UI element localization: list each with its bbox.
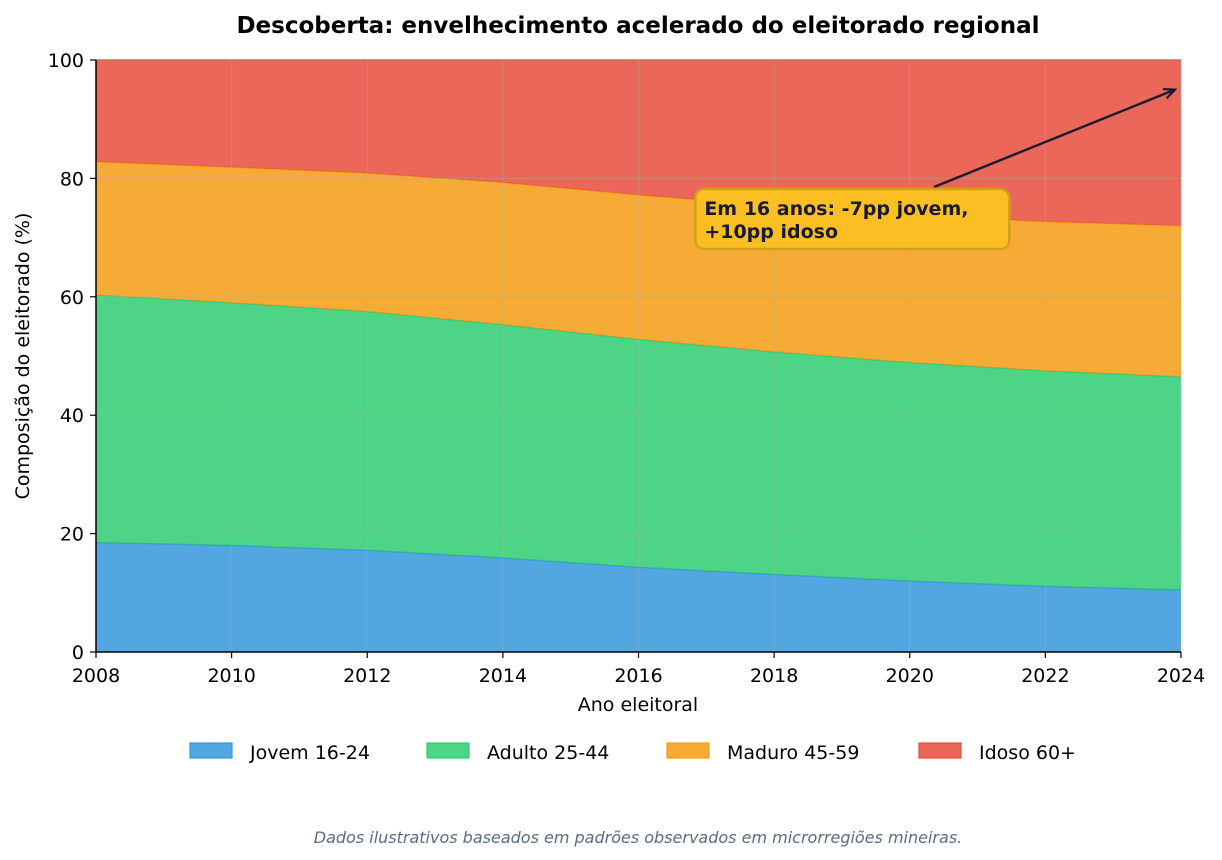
annotation-text-line: Em 16 anos: -7pp jovem, <box>704 198 968 220</box>
legend-label: Idoso 60+ <box>979 742 1076 764</box>
legend-swatch <box>666 742 710 759</box>
annotation-box <box>694 187 1011 251</box>
x-tick-label: 2022 <box>1021 665 1069 687</box>
legend-swatch <box>189 742 233 759</box>
y-tick-label: 60 <box>60 287 84 309</box>
x-axis-title: Ano eleitoral <box>578 694 698 716</box>
x-tick-label: 2010 <box>207 665 255 687</box>
x-tick-label: 2008 <box>72 665 120 687</box>
area-1 <box>96 542 1181 652</box>
x-tick-label: 2024 <box>1157 665 1205 687</box>
area-4 <box>96 60 1181 226</box>
y-tick-label: 80 <box>60 168 84 190</box>
y-tick-label: 100 <box>48 50 84 72</box>
annotation-text-line: +10pp idoso <box>704 221 838 243</box>
annotation: Em 16 anos: -7pp jovem,+10pp idoso <box>694 90 1175 251</box>
legend-label: Adulto 25-44 <box>487 742 609 764</box>
x-tick-label: 2016 <box>614 665 662 687</box>
x-tick-label: 2018 <box>750 665 798 687</box>
x-tick-label: 2020 <box>886 665 934 687</box>
y-tick-label: 40 <box>60 405 84 427</box>
legend-swatch <box>918 742 962 759</box>
chart-title: Descoberta: envelhecimento acelerado do … <box>236 13 1039 39</box>
y-axis-title: Composição do eleitorado (%) <box>12 213 34 500</box>
legend-label: Jovem 16-24 <box>249 742 370 764</box>
y-tick-label: 0 <box>72 642 84 664</box>
legend: Jovem 16-24 Adulto 25-44 Maduro 45-59 Idoso… <box>189 742 1076 764</box>
x-tick-label: 2012 <box>343 665 391 687</box>
footnote: Dados ilustrativos baseados em padrões o… <box>314 828 962 847</box>
legend-swatch <box>426 742 470 759</box>
annotation-arrow <box>933 90 1175 189</box>
legend-label: Maduro 45-59 <box>727 742 859 764</box>
area-2 <box>96 295 1181 590</box>
x-tick-label: 2014 <box>479 665 527 687</box>
area-series-group <box>95 59 1182 652</box>
y-tick-label: 20 <box>60 524 84 546</box>
tick-labels: 2008 2010 2012 2014 2016 2018 2020 2022 2024 0 20 4… <box>48 50 1205 687</box>
